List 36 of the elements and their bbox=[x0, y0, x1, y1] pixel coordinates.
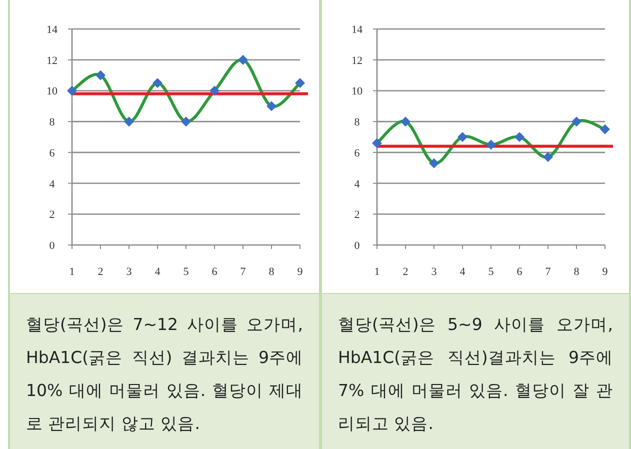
x-tick-label: 6 bbox=[516, 266, 523, 278]
x-tick-label: 5 bbox=[183, 266, 190, 278]
text: 혈당(곡선)은 5~9 사이를 오가며, HbA1C(굵은 직선)결과치는 9주에 7% 대에 머물러 있음. 혈당이 잘 관리되고 있음. bbox=[322, 293, 629, 449]
x-tick-label: 9 bbox=[602, 266, 608, 278]
y-tick-label: 0 bbox=[49, 240, 56, 252]
y-tick-label: 6 bbox=[49, 147, 56, 160]
y-tick-label: 4 bbox=[354, 178, 360, 190]
y-tick-label: 0 bbox=[354, 240, 360, 252]
y-tick-label: 8 bbox=[354, 116, 360, 129]
y-tick-label: 2 bbox=[354, 209, 360, 222]
x-tick-label: 5 bbox=[488, 266, 494, 278]
x-tick-label: 1 bbox=[69, 266, 75, 278]
x-tick-label: 1 bbox=[374, 266, 380, 278]
x-tick-label: 8 bbox=[268, 266, 275, 278]
x-tick-label: 7 bbox=[240, 266, 246, 278]
y-tick-label: 6 bbox=[354, 147, 360, 160]
x-tick-label: 2 bbox=[402, 266, 408, 278]
text: 혈당(곡선)은 7~12 사이를 오가며, HbA1C(굵은 직선) 결과치는 9주에 10% 대에 머물러 있음. 혈당이 제대로 관리되지 않고 있음. bbox=[10, 293, 319, 449]
x-tick-label: 6 bbox=[212, 266, 218, 278]
x-tick-label: 4 bbox=[460, 266, 466, 278]
x-tick-label: 9 bbox=[297, 266, 304, 278]
y-tick-label: 12 bbox=[46, 54, 58, 67]
x-tick-label: 3 bbox=[126, 266, 132, 278]
y-tick-label: 8 bbox=[49, 116, 56, 129]
y-tick-label: 10 bbox=[46, 86, 58, 98]
y-tick-label: 12 bbox=[352, 54, 362, 67]
y-tick-label: 14 bbox=[352, 24, 363, 36]
x-tick-label: 8 bbox=[574, 266, 580, 278]
y-tick-label: 10 bbox=[352, 86, 363, 98]
x-tick-label: 4 bbox=[154, 266, 161, 278]
x-tick-label: 3 bbox=[431, 266, 438, 278]
y-tick-label: 14 bbox=[46, 24, 58, 36]
x-tick-label: 2 bbox=[98, 266, 104, 278]
y-tick-label: 2 bbox=[49, 209, 55, 222]
y-tick-label: 4 bbox=[49, 178, 56, 190]
x-tick-label: 7 bbox=[545, 266, 552, 278]
